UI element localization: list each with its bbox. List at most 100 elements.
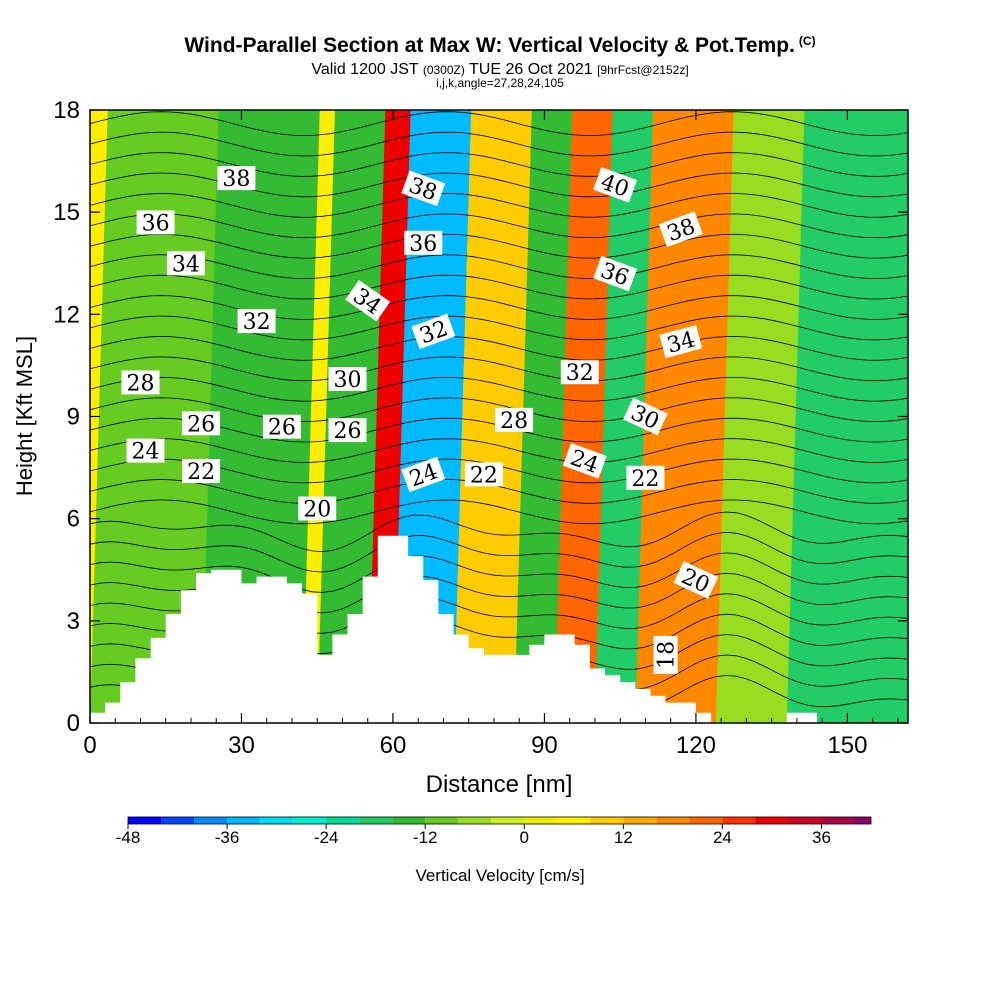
colorbar-swatch — [821, 817, 855, 824]
contour-label-text: 18 — [655, 641, 680, 669]
x-tick-label: 90 — [531, 732, 558, 759]
terrain — [90, 535, 908, 723]
contour-label-text: 28 — [127, 371, 155, 396]
isentrope — [90, 192, 908, 218]
colorbar-swatch — [458, 817, 492, 824]
contour-label-text: 20 — [303, 498, 331, 523]
contour-label-text: 32 — [566, 361, 594, 386]
contour-label-text: 22 — [187, 460, 215, 485]
isentrope — [90, 274, 908, 300]
colorbar-swatch — [755, 817, 789, 824]
isentrope — [90, 356, 908, 382]
colorbar-swatch — [623, 817, 657, 824]
contour-label: 22 — [626, 465, 665, 492]
colorbar-swatch — [326, 817, 360, 824]
contour-label-text: 26 — [268, 416, 296, 441]
x-tick-label: 30 — [228, 732, 255, 759]
contour-label: 36 — [136, 210, 175, 236]
contour-label: 28 — [121, 370, 160, 396]
colorbar-swatch — [392, 817, 426, 824]
isentrope — [90, 131, 908, 157]
contour-label-text: 36 — [142, 211, 170, 236]
contour-label-text: 38 — [222, 167, 250, 192]
contour-label: 24 — [126, 438, 165, 465]
y-tick-label: 15 — [53, 199, 80, 226]
contour-label: 22 — [464, 462, 503, 488]
colorbar-swatch — [722, 817, 756, 824]
colorbar-swatch — [128, 817, 162, 824]
contour-label: 38 — [658, 211, 703, 247]
colorbar-swatch — [590, 817, 624, 824]
contour-label: 20 — [298, 496, 337, 523]
terrain-profile — [90, 535, 908, 723]
isentrope — [90, 254, 908, 280]
contour-label: 26 — [328, 418, 367, 444]
contour-label-text: 24 — [132, 440, 160, 465]
section-params: i,j,k,angle=27,28,24,105 — [436, 76, 564, 90]
contour-label: 38 — [217, 166, 256, 192]
isentrope — [90, 233, 908, 259]
contour-label: 26 — [182, 411, 221, 437]
y-tick-label: 18 — [53, 97, 80, 124]
chart-title: Wind-Parallel Section at Max W: Vertical… — [184, 34, 816, 57]
contour-label-text: 30 — [334, 368, 362, 393]
contour-label: 28 — [495, 407, 534, 434]
y-tick-label: 12 — [53, 301, 80, 328]
colorbar-tick-label: -36 — [215, 828, 240, 847]
contour-label: 22 — [182, 459, 221, 485]
contour-label-text: 22 — [470, 463, 498, 488]
x-tick-label: 0 — [83, 732, 96, 759]
isentrope — [90, 152, 908, 177]
y-tick-label: 9 — [67, 404, 80, 431]
contour-label-text: 36 — [409, 232, 437, 257]
colorbar-swatch — [293, 817, 327, 824]
colorbar-swatch — [524, 817, 558, 824]
isentrope — [90, 376, 908, 402]
contour-label: 30 — [328, 367, 367, 393]
isentrope — [90, 336, 908, 361]
x-axis-label: Distance [nm] — [426, 771, 573, 798]
chart-subtitle: Valid 1200 JST (0300Z) TUE 26 Oct 2021 [… — [311, 61, 689, 78]
colorbar-swatch — [359, 817, 393, 824]
contour-label-text: 26 — [334, 419, 362, 444]
x-tick-label: 120 — [676, 732, 716, 759]
y-tick-label: 0 — [67, 710, 80, 737]
isentrope — [90, 438, 908, 463]
y-axis-label: Height [Kft MSL] — [12, 336, 37, 496]
contour-label-text: 32 — [243, 310, 271, 335]
isentrope — [90, 479, 908, 504]
isentrope — [90, 295, 908, 320]
colorbar-swatch — [788, 817, 822, 824]
copyright-mark: (C) — [798, 34, 816, 48]
isentrope — [90, 531, 908, 573]
colorbar-outline — [127, 816, 872, 825]
colorbar-tick-label: 0 — [520, 828, 529, 847]
colorbar-tick-label: -24 — [314, 828, 339, 847]
contour-label-text: 22 — [631, 467, 659, 492]
colorbar-tick-label: -48 — [116, 828, 141, 847]
isentrope — [90, 552, 908, 593]
isentrope — [90, 213, 908, 239]
contour-label-text: 34 — [172, 252, 200, 277]
colorbar-swatch — [194, 817, 228, 824]
colorbar-swatch — [425, 817, 459, 824]
colorbar-tick-label: 12 — [614, 828, 633, 847]
contour-label: 18 — [653, 635, 680, 674]
contour-label: 32 — [237, 309, 276, 335]
isentrope — [90, 111, 908, 136]
velocity-band-9 — [635, 110, 734, 723]
x-tick-label: 60 — [380, 732, 407, 759]
colorbar-swatch — [260, 817, 294, 824]
isentrope — [90, 397, 908, 423]
isentrope — [90, 315, 908, 341]
colorbar-swatch — [689, 817, 723, 824]
colorbar-swatch — [854, 817, 871, 824]
colorbar-label: Vertical Velocity [cm/s] — [415, 866, 584, 885]
y-tick-label: 6 — [67, 506, 80, 533]
colorbar-tick-label: -12 — [413, 828, 438, 847]
contour-label-text: 28 — [500, 409, 528, 434]
colorbar-swatch — [656, 817, 690, 824]
contour-label: 32 — [560, 360, 599, 386]
